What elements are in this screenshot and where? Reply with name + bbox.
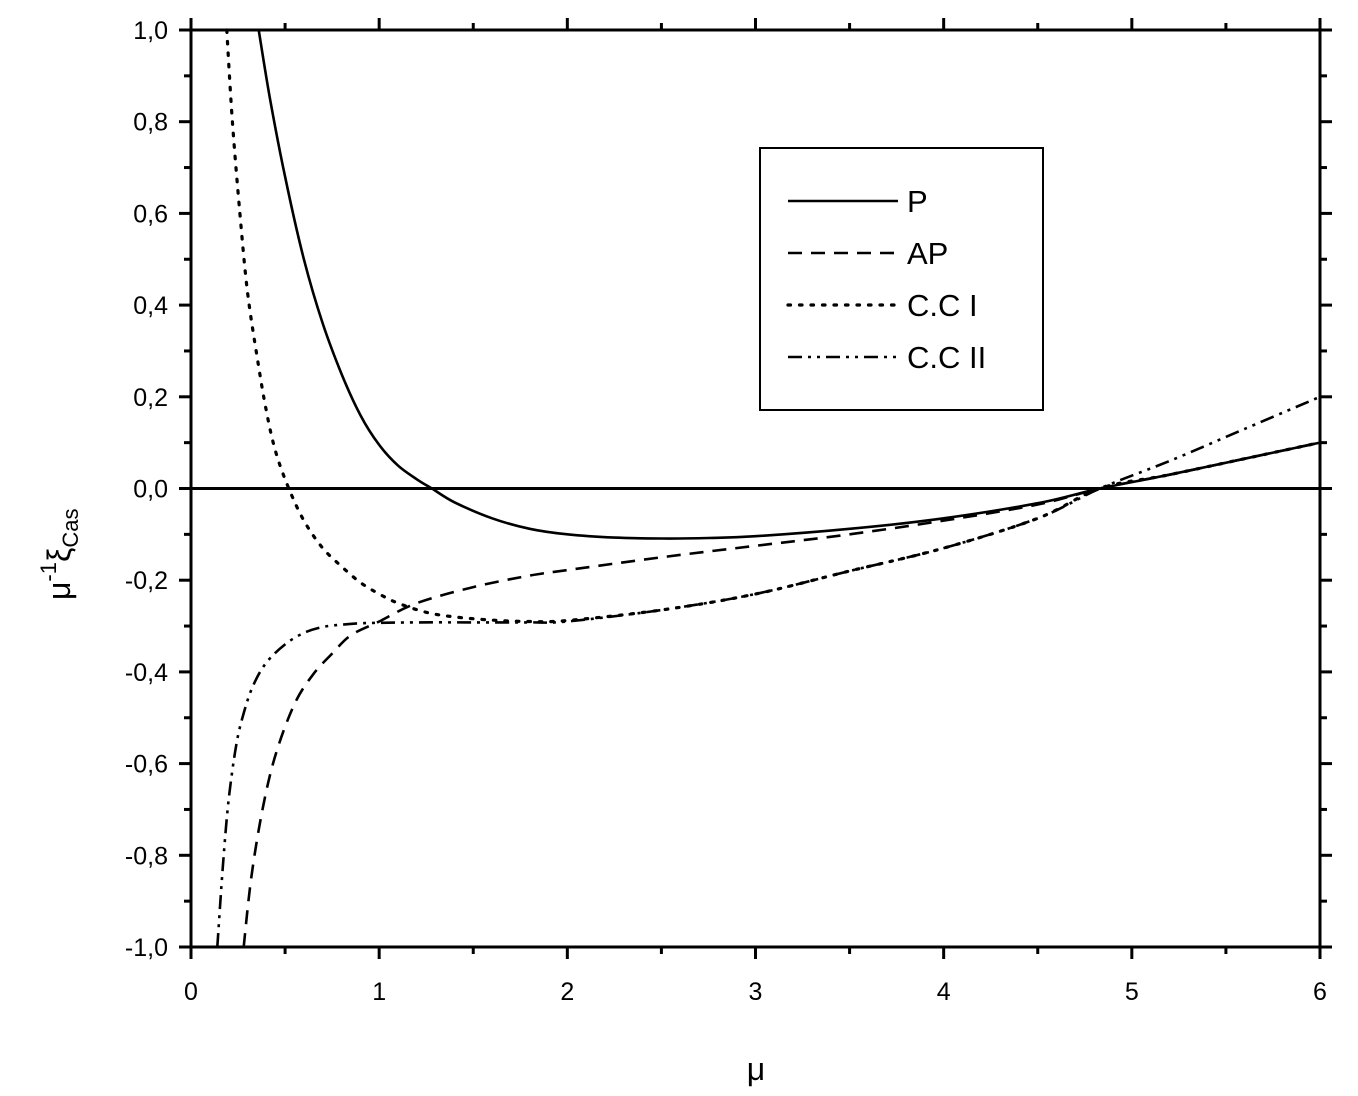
series-c-c-i	[225, 28, 1322, 624]
x-tick-labels: 0 1 2 3 4 5 6	[184, 978, 1327, 1006]
x-tick-label: 2	[560, 978, 574, 1006]
legend-label: C.C I	[907, 288, 978, 323]
legend-label: P	[907, 184, 928, 219]
y-tick-label: 0,6	[133, 200, 168, 228]
axis-ticks	[179, 18, 1332, 959]
plot-curves	[216, 28, 1322, 948]
y-tick-label: 1,0	[133, 17, 168, 45]
y-label-sub: Cas	[58, 509, 83, 548]
y-label-main: ξ	[41, 548, 77, 562]
y-tick-labels: 1,0 0,8 0,6 0,4 0,2 0,0 -0,2 -0,4 -0,6 -0,8 -1,0	[125, 17, 168, 962]
y-tick-label: 0,0	[133, 476, 168, 504]
svg-text:μ-1ξCas: μ-1ξCas	[36, 509, 83, 600]
x-tick-label: 3	[749, 978, 763, 1006]
y-tick-label: 0,2	[133, 384, 168, 412]
y-tick-label: 0,4	[133, 292, 168, 320]
y-tick-label: -0,8	[125, 842, 168, 870]
y-label-sup: -1	[36, 562, 61, 582]
y-axis-label: μ-1ξCas	[36, 509, 83, 600]
y-tick-label: -0,2	[125, 567, 168, 595]
y-tick-label: -0,4	[125, 659, 168, 687]
legend-box	[759, 147, 1044, 411]
x-tick-label: 6	[1313, 978, 1327, 1006]
legend-label: C.C II	[907, 340, 986, 375]
legend: P AP C.C I C.C II	[759, 147, 1044, 411]
x-axis-label: μ	[747, 1051, 765, 1087]
y-tick-label: 0,8	[133, 109, 168, 137]
x-tick-label: 5	[1125, 978, 1139, 1006]
series-c-c-ii	[216, 395, 1321, 948]
y-tick-label: -1,0	[125, 934, 168, 962]
legend-entries: P AP C.C I C.C II	[786, 184, 986, 375]
y-tick-label: -0,6	[125, 751, 168, 779]
x-tick-label: 4	[937, 978, 951, 1006]
y-label-base: μ	[41, 582, 77, 600]
series-ap	[242, 441, 1321, 948]
x-tick-label: 0	[184, 978, 198, 1006]
x-tick-label: 1	[372, 978, 386, 1006]
legend-label: AP	[907, 236, 948, 271]
